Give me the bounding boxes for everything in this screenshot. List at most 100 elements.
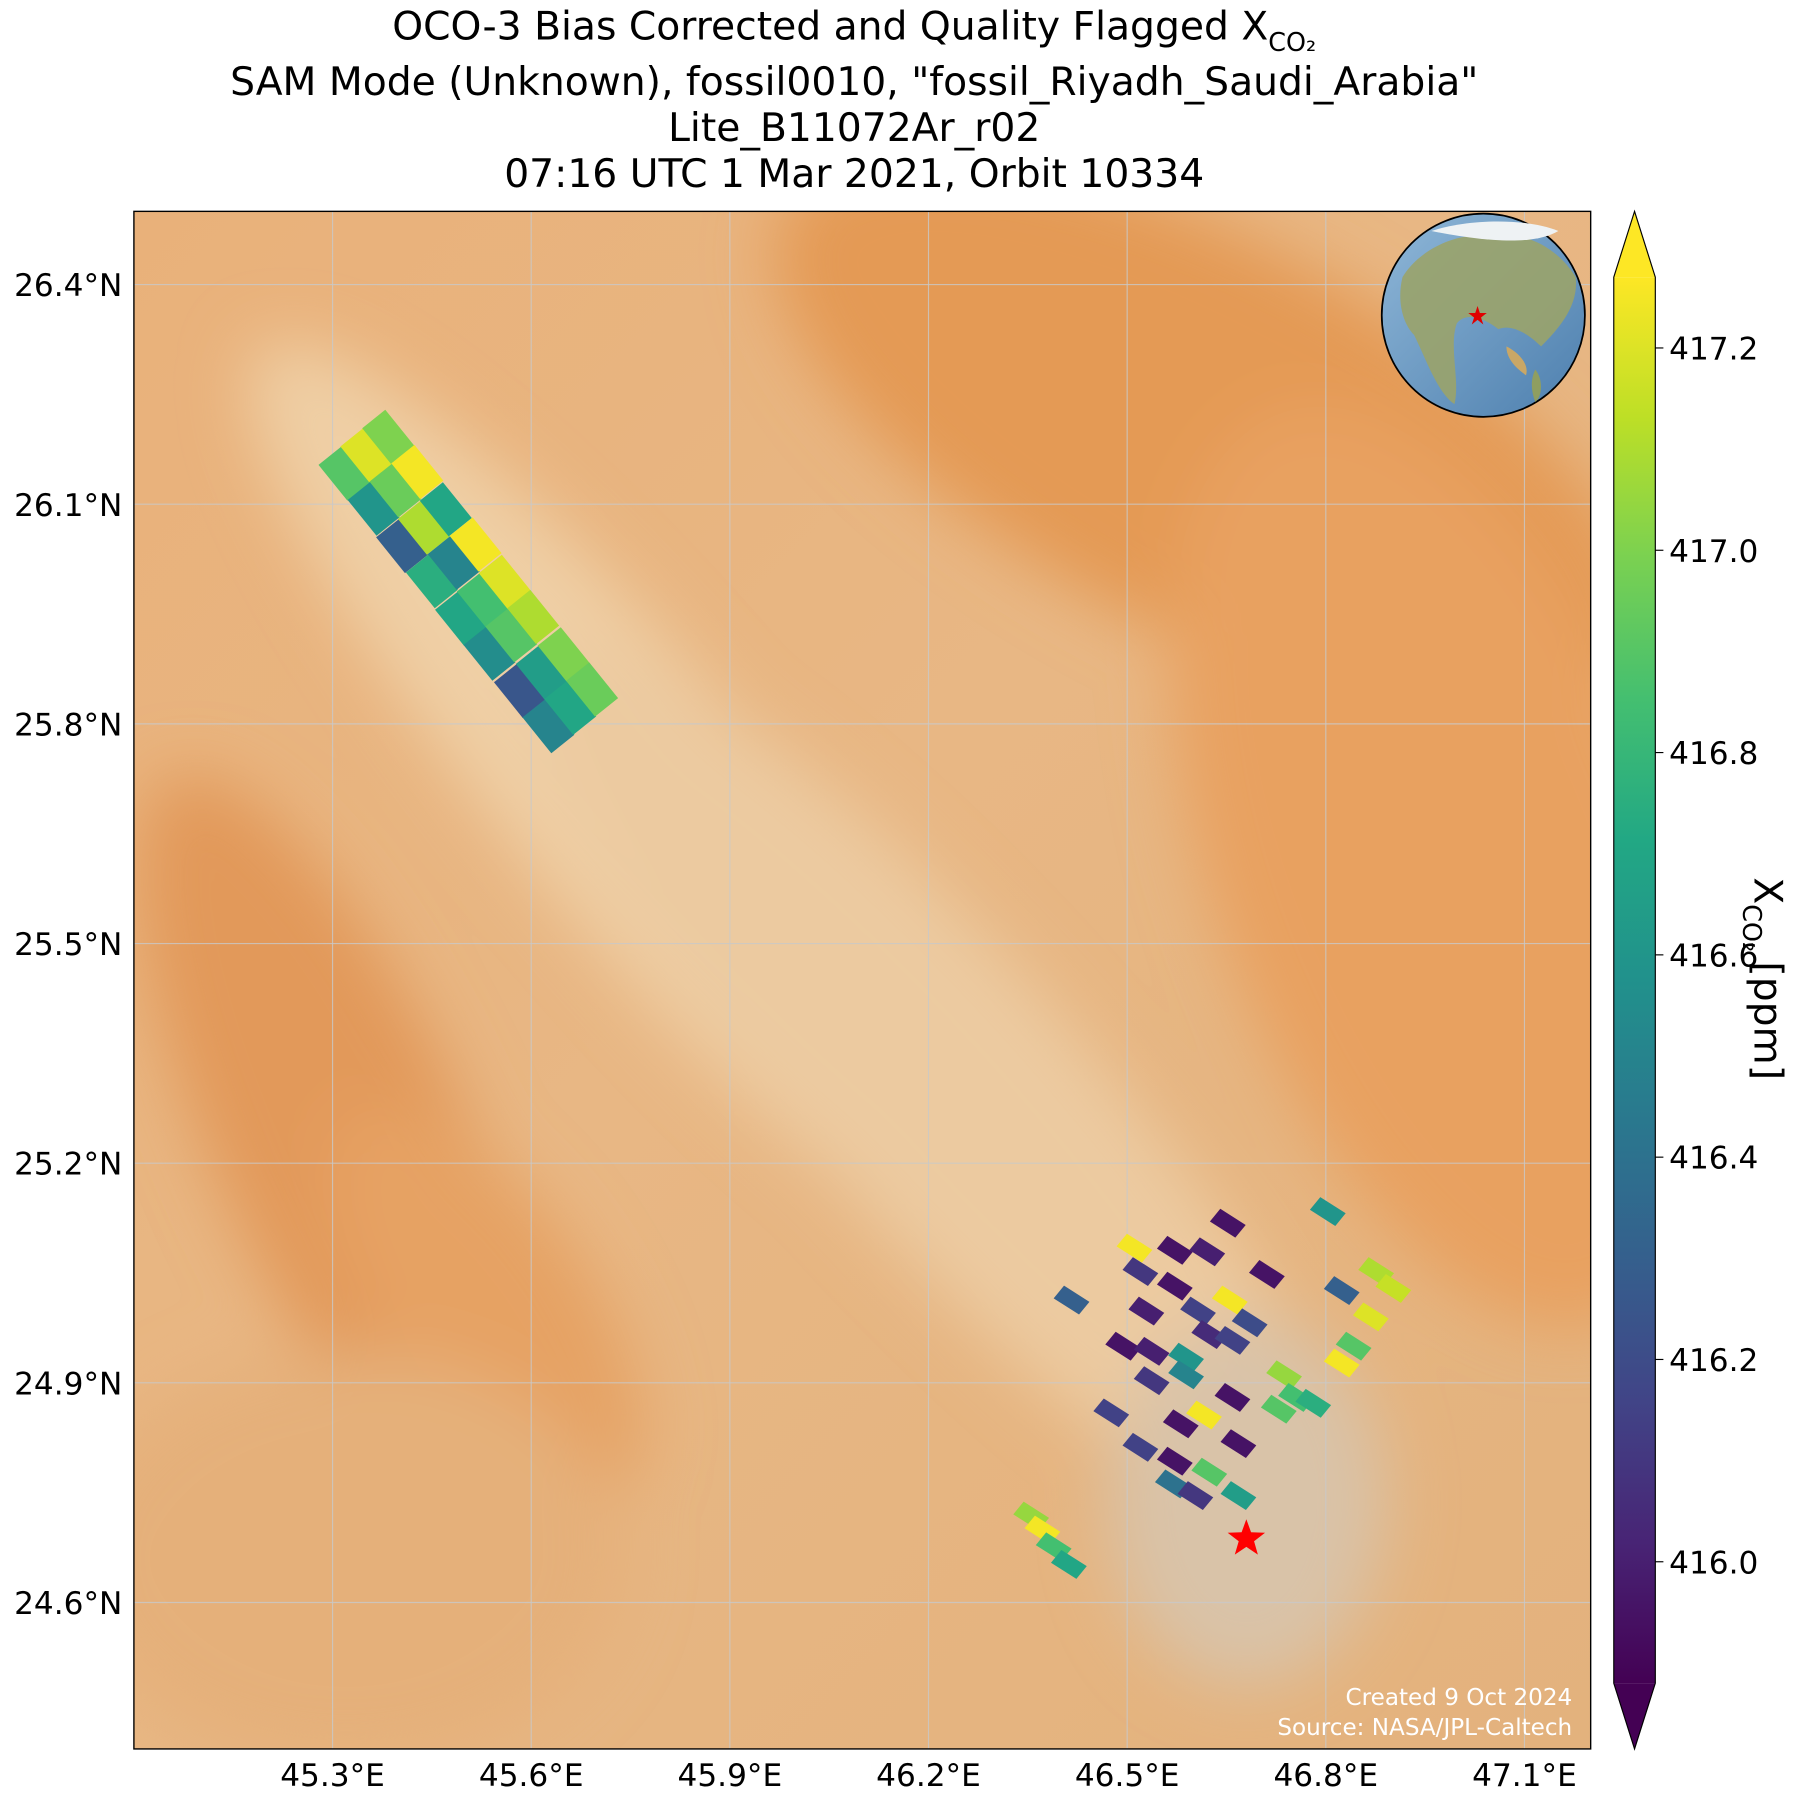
sounding [419,482,472,537]
colorbar-outline [1613,209,1656,1751]
sounding [1133,1336,1170,1366]
x-tick-label: 46.2°E [876,1758,981,1794]
sounding [522,698,575,754]
colorbar-label-subscript: CO₂ [1737,904,1767,952]
colorbar-extend [1613,211,1656,278]
y-tick-label: 24.6°N [14,1586,122,1622]
sounding [1214,1325,1251,1355]
colorbar-tick-label: 416.2 [1669,1343,1758,1379]
colorbar-extend [1613,1683,1656,1749]
axes: 45.3°E 45.6°E 45.9°E 46.2°E 46.5°E 46.8°E 47.1… [14,268,1577,1794]
sounding [1189,1237,1226,1267]
x-tick-label: 45.3°E [280,1758,385,1794]
sounding [1168,1342,1204,1372]
sounding [1156,1235,1193,1265]
sounding [456,573,509,628]
sounding [1162,1409,1199,1439]
sounding [493,663,546,719]
target-marker [1227,1519,1266,1555]
colorbar: 416.0 416.2 416.4 416.6 416.8 417.0 417.2 [1613,209,1758,1751]
sounding [485,608,538,663]
x-tick-label: 46.5°E [1075,1758,1180,1794]
colorbar-tick-label: 416.0 [1669,1545,1758,1581]
sounding [427,535,480,590]
sounding [507,589,560,645]
sounding [1180,1296,1216,1326]
sounding [340,428,393,483]
colorbar-label: XCO₂ [ppm] [1737,877,1790,1080]
sounding [1231,1308,1268,1338]
sounding [1122,1257,1159,1286]
colorbar-tick-label: 416.6 [1669,938,1758,974]
colorbar-label-unit: [ppm] [1745,961,1790,1080]
sounding [463,626,516,681]
sounding [1352,1302,1389,1332]
sounding [405,553,458,609]
title-line: OCO-3 Bias Corrected and Quality Flagged… [392,4,1316,57]
y-tick-label: 26.1°N [14,488,122,524]
title-subscript: CO₂ [1268,27,1316,57]
y-tick-label: 25.2°N [14,1147,122,1183]
sounding [1093,1398,1130,1428]
title-line: Lite_B11072Ar_r02 [668,106,1040,151]
title-text: OCO-3 Bias Corrected and Quality Flagged… [392,4,1268,49]
sounding [1335,1331,1372,1361]
colorbar-body [1613,277,1656,1684]
sounding [1053,1285,1090,1315]
sounding [1177,1481,1214,1511]
sounding [362,409,415,464]
sounding [1220,1429,1257,1459]
sounding [1116,1233,1153,1263]
sounding [566,662,619,717]
sounding [397,500,450,555]
sounding [435,591,487,646]
sounding [1191,1457,1228,1487]
sounding [537,627,590,682]
sounding [1248,1260,1285,1289]
colorbar-label-text: X [1745,877,1790,904]
footer-text: Created 9 Oct 2024 [1346,1685,1573,1711]
sounding [1156,1271,1193,1301]
sounding [376,518,429,574]
sounding [1186,1400,1222,1430]
colorbar-tick-label: 416.4 [1669,1141,1758,1177]
sounding [544,680,597,735]
x-tick-label: 45.6°E [479,1758,584,1794]
sounding [318,446,371,501]
x-tick-label: 46.8°E [1273,1758,1378,1794]
y-tick-label: 26.4°N [14,268,122,304]
sounding [1309,1197,1346,1226]
sounding [1323,1276,1360,1306]
y-tick-label: 24.9°N [14,1366,122,1402]
sounding [1168,1360,1204,1390]
sounding [1214,1383,1251,1412]
sounding [449,517,502,572]
sounding [369,463,422,518]
x-tick-label: 47.1°E [1472,1758,1577,1794]
sounding [1266,1360,1302,1390]
sounding [391,444,444,500]
sounding [1050,1549,1087,1579]
sounding [1128,1296,1165,1326]
y-tick-label: 25.5°N [14,927,122,963]
sounding [1260,1394,1297,1424]
title-line: SAM Mode (Unknown), fossil0010, "fossil_… [230,60,1478,105]
colorbar-tick-label: 417.2 [1669,332,1758,368]
colorbar-tick-label: 416.8 [1669,736,1758,772]
inset-globe [1380,212,1586,418]
sounding [478,554,531,609]
x-tick-label: 45.9°E [678,1758,783,1794]
soundings [318,409,1412,1579]
sounding [1105,1331,1142,1361]
sounding [1220,1481,1257,1511]
colorbar-tick-label: 417.0 [1669,534,1758,570]
sounding [1191,1320,1228,1349]
grid [133,211,1591,1749]
sounding [1209,1208,1246,1238]
sounding [1211,1285,1248,1315]
sounding [1122,1432,1159,1462]
sounding [347,481,400,536]
sounding [515,645,568,700]
